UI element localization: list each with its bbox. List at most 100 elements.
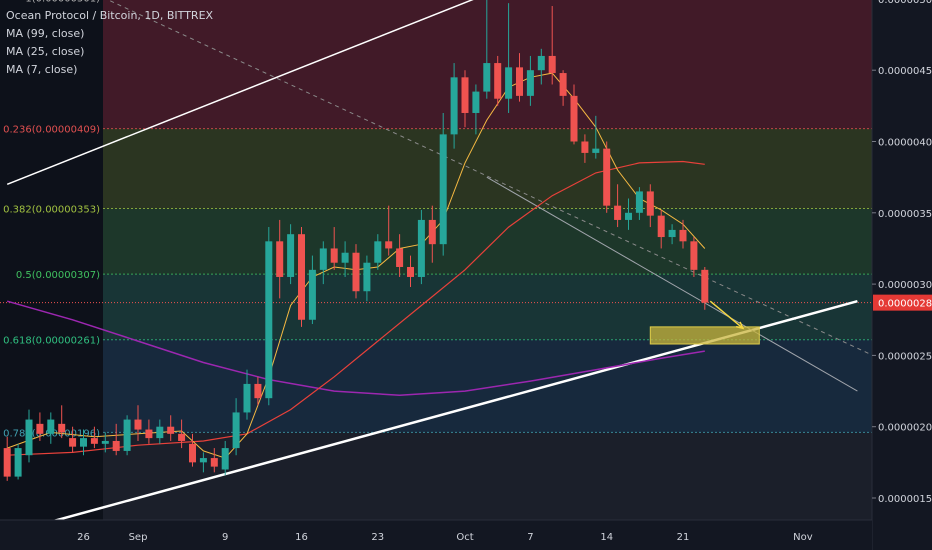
candle bbox=[396, 234, 404, 277]
candle bbox=[603, 141, 611, 213]
candle-body bbox=[516, 67, 523, 96]
candle bbox=[319, 241, 327, 285]
candle-body bbox=[36, 423, 44, 434]
candle-body bbox=[657, 215, 665, 238]
candle bbox=[308, 255, 316, 325]
time-tick-label: 16 bbox=[295, 532, 308, 543]
candle bbox=[385, 205, 393, 256]
candle-body bbox=[243, 383, 251, 413]
fibonacci-zones: 1(0.00000501) 0.236(0.00000409) 0.382(0.00… bbox=[3, 0, 873, 440]
fib-label-1: 1(0.00000501) bbox=[25, 0, 100, 4]
candle-body bbox=[199, 458, 207, 463]
candle bbox=[494, 55, 502, 106]
candle bbox=[614, 184, 622, 228]
candle-body bbox=[701, 269, 709, 303]
last-price-tag-bg bbox=[873, 294, 932, 311]
candle bbox=[112, 423, 120, 456]
candle-body bbox=[341, 252, 349, 263]
candle bbox=[668, 224, 676, 245]
indicator-ma99[interactable]: MA (99, close) bbox=[6, 27, 85, 40]
candle bbox=[352, 244, 360, 299]
candle bbox=[537, 48, 545, 85]
time-tick-label: 7 bbox=[527, 532, 533, 543]
candle bbox=[570, 84, 578, 145]
candle-body bbox=[505, 67, 513, 99]
time-tick-label: 21 bbox=[677, 532, 690, 543]
fib-diagonal bbox=[107, 0, 873, 356]
candle bbox=[90, 426, 98, 449]
indicator-ma25[interactable]: MA (25, close) bbox=[6, 45, 85, 58]
candle bbox=[330, 227, 338, 270]
candle-body bbox=[156, 426, 164, 439]
candle bbox=[101, 432, 109, 453]
candle-body bbox=[330, 248, 338, 263]
candle bbox=[232, 398, 240, 456]
candle-body bbox=[450, 77, 458, 135]
time-axis-panel bbox=[0, 520, 872, 550]
candle bbox=[635, 187, 643, 220]
candle bbox=[559, 70, 567, 106]
candle-body bbox=[3, 448, 11, 477]
candle bbox=[592, 115, 600, 159]
candle bbox=[450, 63, 458, 149]
candle bbox=[58, 405, 66, 439]
candle-body bbox=[646, 191, 654, 216]
candle-body bbox=[298, 234, 305, 320]
candle bbox=[526, 55, 534, 106]
candle-body bbox=[287, 234, 295, 277]
candlesticks bbox=[3, 0, 709, 481]
candle-body bbox=[690, 241, 698, 270]
candle bbox=[701, 266, 709, 310]
candle-body bbox=[494, 63, 502, 99]
candle bbox=[407, 255, 414, 287]
candle bbox=[156, 419, 164, 444]
candle-body bbox=[134, 419, 142, 430]
target-zone bbox=[649, 326, 760, 345]
candle-body bbox=[625, 212, 632, 220]
candle-body bbox=[679, 229, 687, 242]
indicator-ma7[interactable]: MA (7, close) bbox=[6, 63, 78, 76]
candle bbox=[417, 209, 425, 285]
candle bbox=[254, 376, 262, 406]
candle bbox=[47, 412, 55, 444]
candle-body bbox=[101, 440, 109, 444]
candle-body bbox=[374, 241, 382, 263]
candle bbox=[690, 237, 698, 277]
time-tick-label: Nov bbox=[793, 532, 813, 543]
time-tick-label: Sep bbox=[129, 532, 148, 543]
candle bbox=[363, 255, 371, 302]
fib-zone-0.236 bbox=[103, 128, 872, 209]
candle-body bbox=[526, 70, 534, 96]
candle-body bbox=[265, 241, 273, 399]
candle-body bbox=[592, 148, 600, 153]
fib-zone-0.618 bbox=[103, 339, 872, 433]
candle bbox=[14, 443, 22, 480]
candle-body bbox=[461, 77, 469, 113]
fib-label-0.236: 0.236(0.00000409) bbox=[3, 125, 100, 136]
chart-legend: Ocean Protocol / Bitcoin, 1D, BITTREX MA… bbox=[6, 7, 213, 79]
candle-body bbox=[69, 438, 77, 447]
candle bbox=[199, 452, 207, 473]
candle-body bbox=[145, 429, 153, 439]
candle bbox=[625, 198, 632, 230]
candle bbox=[428, 205, 436, 263]
candle bbox=[123, 415, 131, 456]
fib-zone-0.382 bbox=[103, 208, 872, 275]
candle-body bbox=[14, 448, 22, 477]
candle-body bbox=[537, 55, 545, 71]
candle bbox=[265, 227, 273, 406]
candle-body bbox=[472, 91, 480, 113]
candle bbox=[298, 227, 305, 327]
candle-body bbox=[352, 252, 360, 292]
candle bbox=[581, 134, 589, 163]
projection-arrow-head bbox=[735, 321, 745, 330]
candle-body bbox=[570, 95, 578, 142]
candle bbox=[276, 219, 284, 299]
candle-body bbox=[319, 248, 327, 270]
